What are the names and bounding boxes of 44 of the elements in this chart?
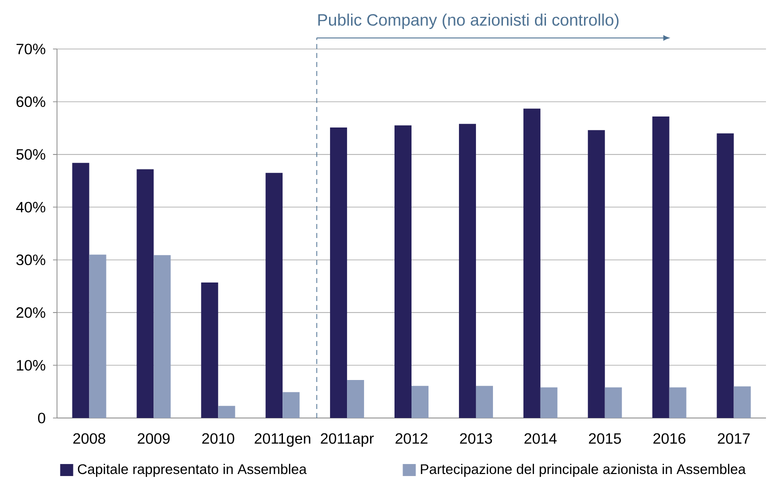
bar [201, 282, 218, 418]
bar [734, 386, 751, 418]
bar [669, 387, 686, 418]
bar [652, 116, 670, 418]
legend-label: Partecipazione del principale azionista in Assemblea [420, 464, 746, 477]
bar [218, 406, 236, 418]
y-tick-label: 70% [16, 44, 46, 54]
bar [266, 172, 283, 418]
y-tick-label: 20% [16, 307, 46, 318]
x-tick-label: 2012 [396, 433, 428, 444]
bar [412, 386, 429, 418]
bar [604, 387, 622, 418]
x-tick-label: 2011gen [254, 433, 310, 447]
y-tick-label: 0 [38, 412, 46, 424]
bar [89, 254, 106, 418]
bar [154, 255, 171, 418]
legend-label: Capitale rappresentato in Assemblea [78, 464, 307, 477]
bar [330, 128, 348, 418]
y-tick-label: 60% [16, 96, 46, 108]
x-tick-label: 2016 [653, 433, 686, 444]
bar [282, 392, 300, 418]
bar [716, 133, 734, 418]
y-tick-label: 10% [16, 360, 46, 371]
x-tick-label: 2014 [524, 433, 557, 444]
bar [394, 125, 412, 418]
bar [476, 386, 493, 418]
y-tick-label: 40% [16, 202, 46, 212]
ref-line-label: Public Company (no azionisti di controllo) [318, 14, 619, 30]
bar [588, 130, 605, 418]
x-tick-label: 2010 [202, 433, 234, 444]
x-tick-label: 2015 [588, 433, 621, 444]
bar [540, 387, 558, 418]
y-tick-label: 50% [16, 149, 46, 160]
bar [72, 162, 90, 418]
bar [136, 169, 154, 418]
bar [523, 108, 540, 418]
x-tick-label: 2009 [138, 433, 170, 444]
bar [458, 124, 476, 418]
x-tick-label: 2008 [73, 433, 106, 444]
x-tick-label: 2013 [460, 433, 492, 444]
y-tick-label: 30% [16, 254, 46, 266]
bar [347, 380, 364, 418]
x-tick-label: 2011apr [320, 433, 374, 447]
x-tick-label: 2017 [718, 433, 750, 444]
